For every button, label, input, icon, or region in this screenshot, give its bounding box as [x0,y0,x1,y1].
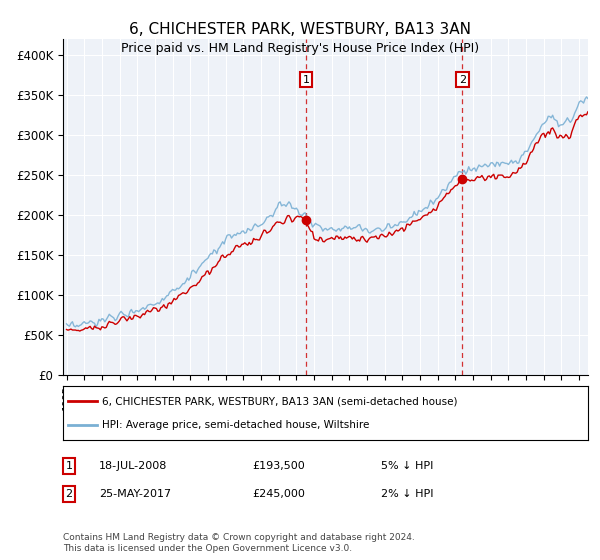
Text: Contains HM Land Registry data © Crown copyright and database right 2024.
This d: Contains HM Land Registry data © Crown c… [63,533,415,553]
Text: 2: 2 [65,489,73,499]
Text: 6, CHICHESTER PARK, WESTBURY, BA13 3AN (semi-detached house): 6, CHICHESTER PARK, WESTBURY, BA13 3AN (… [103,396,458,407]
Text: £193,500: £193,500 [252,461,305,471]
Text: 2: 2 [459,74,466,85]
Text: 6, CHICHESTER PARK, WESTBURY, BA13 3AN: 6, CHICHESTER PARK, WESTBURY, BA13 3AN [129,22,471,38]
Text: 25-MAY-2017: 25-MAY-2017 [99,489,171,499]
Text: Price paid vs. HM Land Registry's House Price Index (HPI): Price paid vs. HM Land Registry's House … [121,42,479,55]
Text: HPI: Average price, semi-detached house, Wiltshire: HPI: Average price, semi-detached house,… [103,419,370,430]
Text: £245,000: £245,000 [252,489,305,499]
Text: 2% ↓ HPI: 2% ↓ HPI [381,489,433,499]
Text: 5% ↓ HPI: 5% ↓ HPI [381,461,433,471]
Text: 1: 1 [65,461,73,471]
Text: 18-JUL-2008: 18-JUL-2008 [99,461,167,471]
Text: 1: 1 [302,74,310,85]
